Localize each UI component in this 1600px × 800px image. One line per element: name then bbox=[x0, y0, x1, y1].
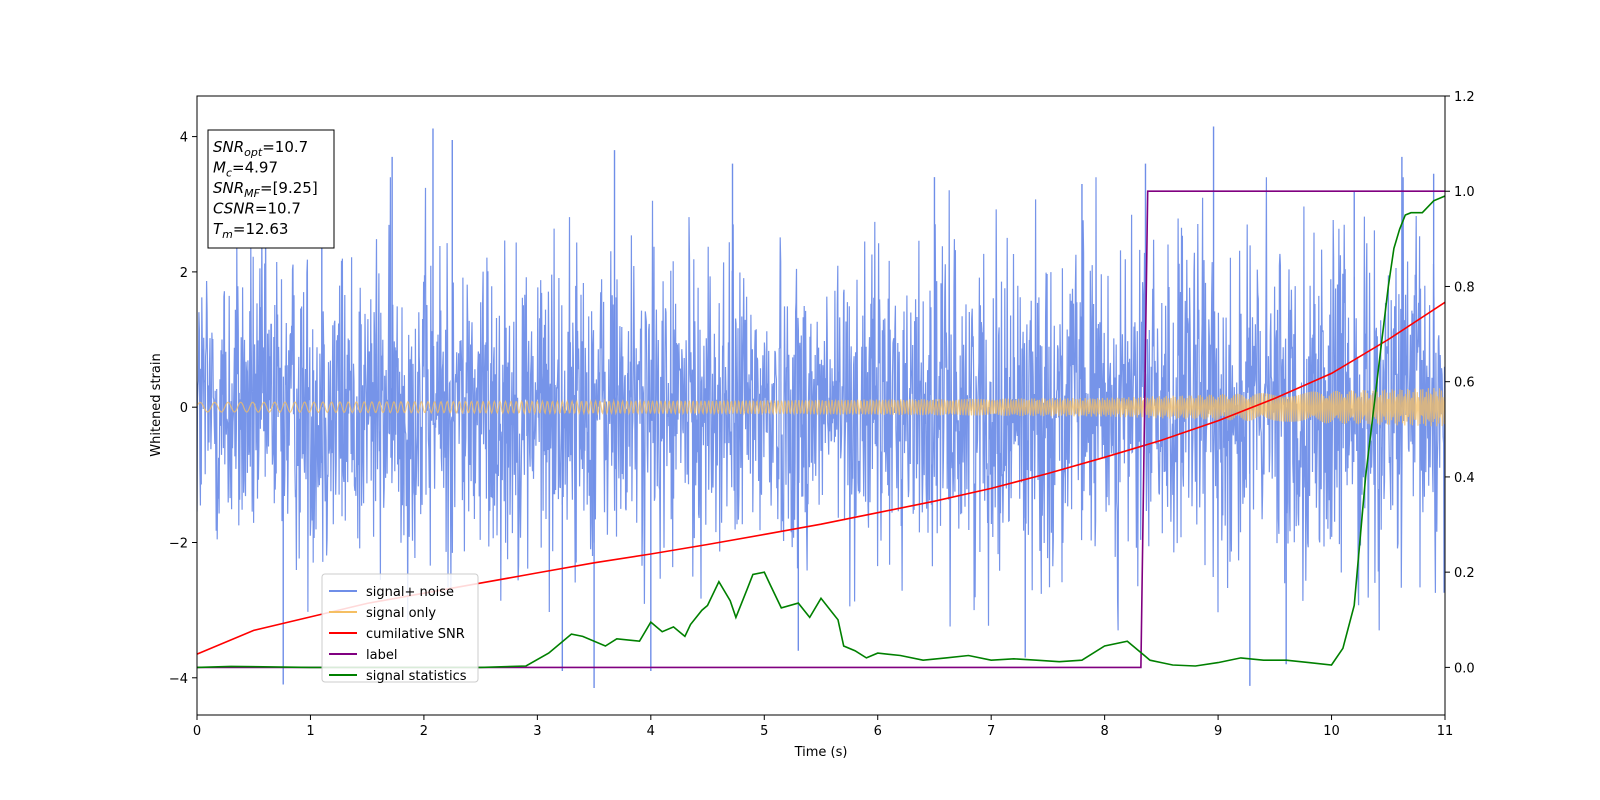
annotation-symbol: SNR bbox=[213, 138, 244, 156]
y-left-tick-label: 2 bbox=[180, 266, 188, 281]
x-tick-label: 1 bbox=[306, 724, 314, 739]
y-left-tick-label: −4 bbox=[169, 672, 188, 687]
y-right-tick-label: 0.8 bbox=[1454, 280, 1475, 295]
annotation-line: CSNR=10.7 bbox=[213, 200, 301, 218]
annotation-value: =[9.25] bbox=[260, 179, 318, 197]
annotation-value: =10.7 bbox=[255, 200, 301, 218]
legend: signal+ noise signal only cumilative SNR la… bbox=[321, 573, 479, 684]
legend-items: signal+ noise signal only cumilative SNR la… bbox=[329, 585, 467, 684]
y-right-tick-label: 1.0 bbox=[1454, 185, 1475, 200]
annotation-subscript: c bbox=[226, 167, 232, 180]
y-left-tick-label: 0 bbox=[180, 401, 188, 416]
x-tick-label: 11 bbox=[1437, 724, 1454, 739]
x-tick-label: 5 bbox=[760, 724, 768, 739]
annotation-box: SNRopt=10.7Mc=4.97SNRMF=[9.25]CSNR=10.7T… bbox=[207, 129, 335, 249]
annotation-line: SNRopt=10.7 bbox=[213, 138, 308, 159]
series-signal-statistics-line bbox=[197, 195, 1445, 669]
x-tick-label: 10 bbox=[1323, 724, 1340, 739]
x-tick-label: 6 bbox=[874, 724, 882, 739]
plot-frame bbox=[196, 95, 1446, 716]
annotation-value: =10.7 bbox=[262, 138, 308, 156]
legend-label: signal only bbox=[366, 606, 436, 621]
annotation-line: Mc=4.97 bbox=[213, 159, 278, 180]
annotation-lines: SNRopt=10.7Mc=4.97SNRMF=[9.25]CSNR=10.7T… bbox=[213, 138, 318, 241]
y-right-tick-label: 0.6 bbox=[1454, 376, 1475, 391]
annotation-line: SNRMF=[9.25] bbox=[213, 179, 318, 200]
y-right-tick-label: 0.0 bbox=[1454, 661, 1475, 676]
legend-label: label bbox=[366, 648, 397, 663]
annotation-subscript: MF bbox=[244, 187, 260, 200]
x-tick-label: 4 bbox=[647, 724, 655, 739]
legend-label: signal statistics bbox=[366, 669, 467, 684]
legend-label: signal+ noise bbox=[366, 585, 454, 600]
annotation-value: =4.97 bbox=[232, 159, 278, 177]
legend-frame bbox=[321, 573, 479, 683]
x-tick-label: 2 bbox=[420, 724, 428, 739]
annotation-subscript: m bbox=[222, 228, 233, 241]
x-tick-label: 3 bbox=[533, 724, 541, 739]
annotation-symbol: M bbox=[213, 159, 226, 177]
y-left-tick-label: 4 bbox=[180, 131, 188, 146]
annotation-subscript: opt bbox=[244, 146, 263, 159]
y-right-tick-label: 1.2 bbox=[1454, 90, 1475, 105]
annotation-symbol: SNR bbox=[213, 179, 244, 197]
y-left-tick-label: −2 bbox=[169, 536, 188, 551]
axes: 0 1 2 3 4 5 6 7 8 9 10 11 4 2 0 −2 −4 1.2 1.0 0.8 0.6 0.4 0.2 0… bbox=[169, 90, 1475, 739]
annotation-symbol: T bbox=[213, 220, 224, 238]
x-tick-label: 9 bbox=[1214, 724, 1222, 739]
y-axis-label: Whitened strain bbox=[149, 353, 164, 456]
y-right-tick-label: 0.2 bbox=[1454, 566, 1475, 581]
x-tick-label: 7 bbox=[987, 724, 995, 739]
annotation-line: Tm=12.63 bbox=[213, 220, 288, 241]
annotation-frame bbox=[207, 129, 335, 249]
series-label-line bbox=[197, 190, 1445, 669]
annotation-symbol: CSNR bbox=[213, 200, 255, 218]
x-tick-label: 0 bbox=[193, 724, 201, 739]
y-right-tick-label: 0.4 bbox=[1454, 471, 1475, 486]
series-signal-noise-line bbox=[197, 177, 1445, 631]
annotation-value: =12.63 bbox=[233, 220, 289, 238]
x-axis-label: Time (s) bbox=[794, 745, 848, 760]
x-tick-label: 8 bbox=[1100, 724, 1108, 739]
legend-label: cumilative SNR bbox=[366, 627, 465, 642]
